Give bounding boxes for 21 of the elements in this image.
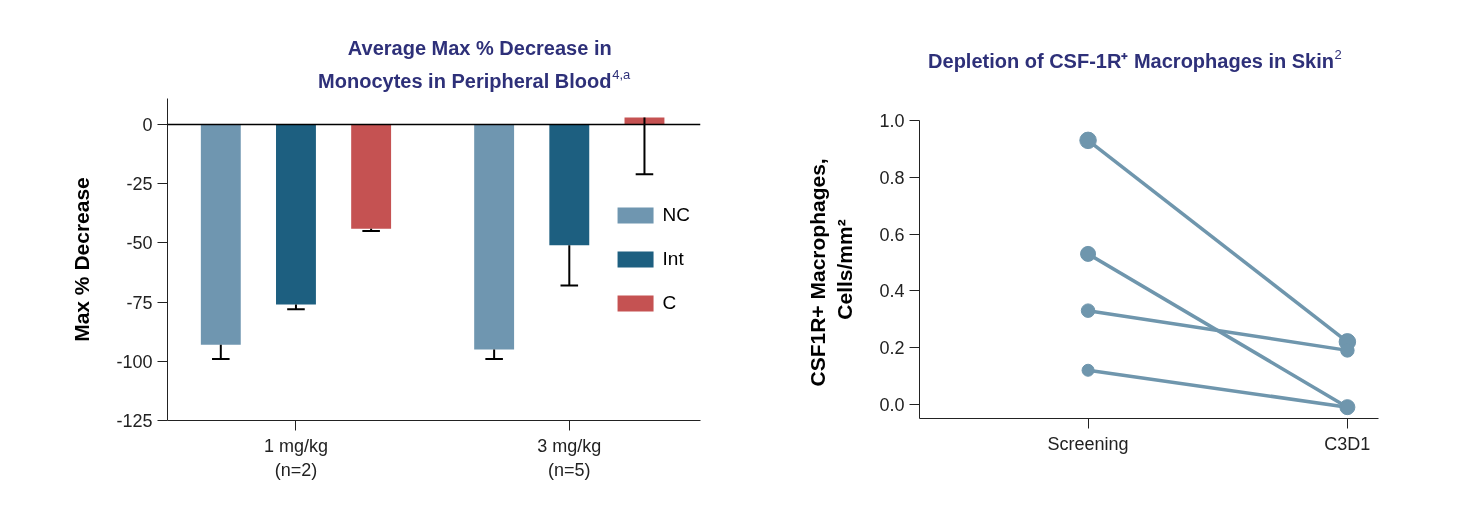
y-tick-label: 0.2	[879, 338, 905, 359]
legend-label: Int	[662, 248, 684, 270]
y-tick-label: -25	[126, 174, 153, 195]
y-tick-label: 0	[142, 115, 153, 136]
legend-label: C	[662, 292, 678, 314]
y-tick-label: -100	[116, 351, 153, 372]
x-tick-label: Screening	[1047, 433, 1129, 454]
x-tick-label: 1 mg/kg (n=2)	[263, 435, 328, 480]
y-tick-label: 0.4	[879, 281, 905, 302]
y-tick-label: 0.0	[879, 394, 905, 415]
y-tick-label: 0.6	[879, 224, 905, 245]
y-tick-label: -125	[116, 411, 153, 431]
x-tick-label: 3 mg/kg (n=5)	[537, 435, 602, 480]
legend-label: NC	[662, 204, 690, 226]
x-tick-label: C3D1	[1324, 433, 1371, 454]
y-tick-label: 1.0	[879, 111, 905, 131]
y-axis-title: Max % Decrease	[70, 177, 94, 342]
y-tick-label: 0.8	[879, 167, 905, 188]
y-axis-title: CSF1R+ Macrophages, Cells/mm²	[805, 158, 857, 387]
y-tick-label: -50	[126, 233, 153, 254]
y-tick-label: -75	[126, 292, 153, 313]
